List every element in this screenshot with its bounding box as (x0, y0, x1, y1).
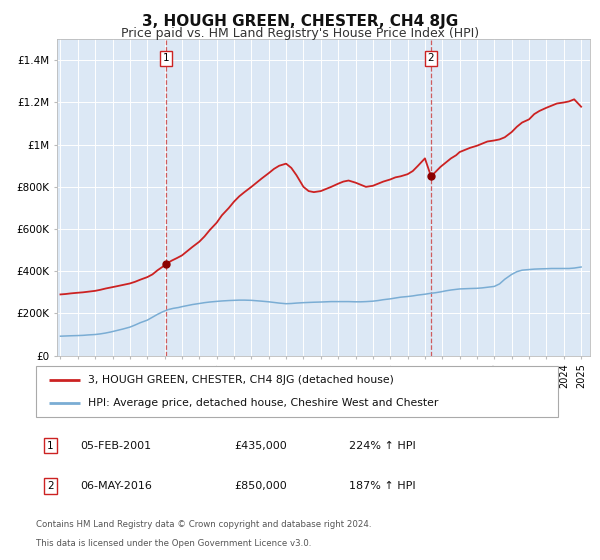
Text: 3, HOUGH GREEN, CHESTER, CH4 8JG: 3, HOUGH GREEN, CHESTER, CH4 8JG (142, 14, 458, 29)
Text: 2: 2 (47, 482, 54, 491)
Text: HPI: Average price, detached house, Cheshire West and Chester: HPI: Average price, detached house, Ches… (88, 398, 439, 408)
Text: 05-FEB-2001: 05-FEB-2001 (80, 441, 151, 451)
Text: 2: 2 (428, 53, 434, 63)
Text: Contains HM Land Registry data © Crown copyright and database right 2024.: Contains HM Land Registry data © Crown c… (36, 520, 371, 529)
Text: £435,000: £435,000 (235, 441, 287, 451)
Text: £850,000: £850,000 (235, 482, 287, 491)
Text: This data is licensed under the Open Government Licence v3.0.: This data is licensed under the Open Gov… (36, 539, 311, 548)
Text: Price paid vs. HM Land Registry's House Price Index (HPI): Price paid vs. HM Land Registry's House … (121, 27, 479, 40)
Text: 187% ↑ HPI: 187% ↑ HPI (349, 482, 416, 491)
Text: 224% ↑ HPI: 224% ↑ HPI (349, 441, 416, 451)
Text: 3, HOUGH GREEN, CHESTER, CH4 8JG (detached house): 3, HOUGH GREEN, CHESTER, CH4 8JG (detach… (88, 375, 394, 385)
Text: 06-MAY-2016: 06-MAY-2016 (80, 482, 152, 491)
Text: 1: 1 (163, 53, 170, 63)
Text: 1: 1 (47, 441, 54, 451)
